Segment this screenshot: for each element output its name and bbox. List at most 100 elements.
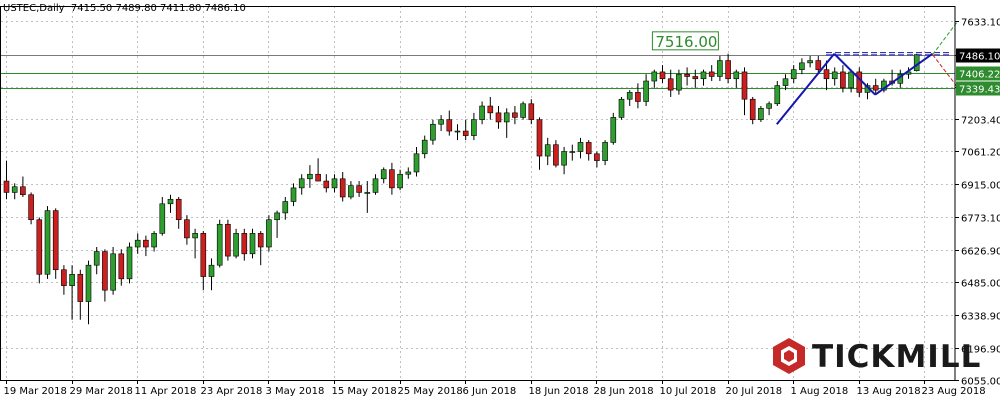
candle-body — [168, 199, 173, 204]
candle-body — [422, 140, 427, 154]
candle-body — [562, 152, 567, 166]
candle-body — [594, 154, 599, 161]
candle-body — [816, 61, 821, 70]
candle-body — [61, 270, 66, 286]
x-tick-label: 18 Jun 2018 — [529, 386, 589, 397]
candle-body — [455, 131, 460, 132]
candle-body — [742, 72, 747, 99]
candle-body — [193, 233, 198, 238]
x-tick-label: 3 May 2018 — [266, 386, 325, 397]
candle-body — [668, 79, 673, 90]
candle-body — [316, 174, 321, 181]
candle-body — [529, 104, 534, 120]
price-level-label: 7339.43 — [959, 85, 1000, 96]
x-tick-label: 23 Aug 2018 — [922, 386, 986, 397]
tickmill-logo-icon — [770, 337, 808, 375]
candle-body — [12, 187, 17, 193]
tickmill-watermark: TICKMILL — [768, 333, 968, 381]
candle-body — [152, 233, 157, 247]
candle-body — [160, 204, 165, 234]
symbol-label: USTEC,Daily — [3, 3, 65, 14]
candle-body — [111, 254, 116, 290]
x-tick-label: 20 Jul 2018 — [726, 386, 783, 397]
candle-body — [840, 72, 845, 88]
candle-body — [357, 186, 362, 193]
candle-body — [201, 233, 206, 276]
candle-body — [504, 113, 509, 122]
candle-body — [4, 181, 9, 192]
candle-body — [758, 108, 763, 119]
y-tick-label: 7633.10 — [961, 18, 1000, 29]
candle-body — [324, 181, 329, 188]
candle-body — [53, 211, 58, 270]
candle-body — [857, 72, 862, 92]
candle-body — [340, 179, 345, 197]
price-level-label: 7406.22 — [959, 70, 1000, 81]
candle-body — [709, 72, 714, 77]
y-tick-label: 6338.90 — [961, 312, 1000, 323]
candle-body — [332, 179, 337, 188]
candle-body — [439, 120, 444, 125]
candle-body — [143, 240, 148, 247]
x-tick-label: 25 May 2018 — [398, 386, 463, 397]
ohlc-readout: 7415.50 7489.80 7411.80 7486.10 — [71, 3, 246, 14]
candle-body — [570, 152, 575, 153]
y-tick-label: 6773.10 — [961, 214, 1000, 225]
chart-header: USTEC,Daily 7415.50 7489.80 7411.80 7486… — [3, 3, 246, 14]
candle-body — [676, 74, 681, 90]
candle-body — [307, 174, 312, 179]
candle-body — [537, 120, 542, 156]
candle-body — [783, 79, 788, 86]
candle-body — [20, 187, 25, 195]
candle-body — [176, 199, 181, 219]
candle-body — [799, 63, 804, 70]
watermark-text: TICKMILL — [812, 339, 981, 375]
candle-body — [496, 113, 501, 122]
candle-body — [849, 72, 854, 88]
candle-body — [488, 106, 493, 113]
y-tick-label: 6626.90 — [961, 247, 1000, 258]
candle-body — [685, 74, 690, 76]
candle-body — [365, 192, 370, 193]
candle-body — [86, 265, 91, 301]
projection-line — [933, 22, 958, 55]
candle-body — [586, 142, 591, 153]
x-tick-label: 28 Jun 2018 — [594, 386, 654, 397]
candle-body — [767, 104, 772, 109]
candle-body — [471, 120, 476, 136]
candle-body — [701, 72, 706, 79]
candle-body — [45, 211, 50, 275]
candle-body — [832, 72, 837, 79]
candle-body — [94, 252, 99, 266]
candle-body — [217, 224, 222, 265]
candle-body — [414, 154, 419, 172]
candle-body — [824, 70, 829, 79]
candle-body — [480, 106, 485, 120]
x-tick-label: 29 Mar 2018 — [70, 386, 133, 397]
candle-body — [135, 240, 140, 247]
candle-body — [873, 86, 878, 91]
candle-body — [266, 220, 271, 247]
candle-body — [234, 233, 239, 256]
candle-body — [209, 265, 214, 276]
candle-body — [644, 81, 649, 101]
x-tick-label: 15 May 2018 — [332, 386, 397, 397]
candle-body — [37, 220, 42, 275]
y-tick-label: 6915.00 — [961, 181, 1000, 192]
candle-body — [660, 72, 665, 79]
candle-body — [389, 170, 394, 188]
candle-body — [726, 61, 731, 79]
candle-body — [242, 233, 247, 253]
x-tick-label: 6 Jun 2018 — [463, 386, 517, 397]
candle-body — [775, 86, 780, 104]
annotation-label: 7516.00 — [655, 33, 717, 51]
candle-body — [791, 70, 796, 79]
candle-body — [283, 202, 288, 213]
candle-body — [348, 186, 353, 197]
candle-body — [521, 104, 526, 118]
price-level-label: 7486.10 — [959, 52, 1000, 63]
x-tick-label: 23 Apr 2018 — [201, 386, 263, 397]
candle-body — [430, 124, 435, 140]
candle-body — [70, 274, 75, 285]
candle-body — [603, 142, 608, 160]
